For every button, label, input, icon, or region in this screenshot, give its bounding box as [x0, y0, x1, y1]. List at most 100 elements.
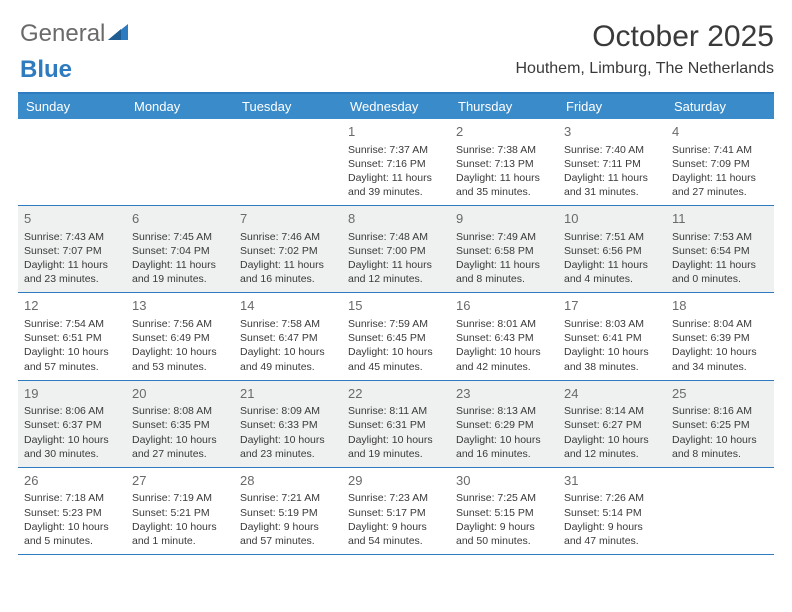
- day-number: 25: [672, 385, 770, 403]
- day-number: 23: [456, 385, 554, 403]
- week-row: 5Sunrise: 7:43 AMSunset: 7:07 PMDaylight…: [18, 206, 774, 293]
- sunrise-text: Sunrise: 7:25 AM: [456, 491, 554, 505]
- month-title: October 2025: [515, 20, 774, 54]
- daylight-text: Daylight: 9 hours and 50 minutes.: [456, 520, 554, 548]
- day-number: 27: [132, 472, 230, 490]
- week-row: 19Sunrise: 8:06 AMSunset: 6:37 PMDayligh…: [18, 381, 774, 468]
- day-number: 4: [672, 123, 770, 141]
- daylight-text: Daylight: 10 hours and 23 minutes.: [240, 433, 338, 461]
- daylight-text: Daylight: 9 hours and 47 minutes.: [564, 520, 662, 548]
- day-number: 28: [240, 472, 338, 490]
- day-number: 3: [564, 123, 662, 141]
- day-cell: 30Sunrise: 7:25 AMSunset: 5:15 PMDayligh…: [450, 468, 558, 554]
- day-cell: 23Sunrise: 8:13 AMSunset: 6:29 PMDayligh…: [450, 381, 558, 467]
- day-cell: 12Sunrise: 7:54 AMSunset: 6:51 PMDayligh…: [18, 293, 126, 379]
- sunrise-text: Sunrise: 7:38 AM: [456, 143, 554, 157]
- sunrise-text: Sunrise: 7:26 AM: [564, 491, 662, 505]
- sunset-text: Sunset: 6:27 PM: [564, 418, 662, 432]
- daylight-text: Daylight: 10 hours and 34 minutes.: [672, 345, 770, 373]
- day-number: 31: [564, 472, 662, 490]
- day-number: 1: [348, 123, 446, 141]
- sunset-text: Sunset: 6:41 PM: [564, 331, 662, 345]
- day-cell: 26Sunrise: 7:18 AMSunset: 5:23 PMDayligh…: [18, 468, 126, 554]
- sunset-text: Sunset: 7:11 PM: [564, 157, 662, 171]
- sunset-text: Sunset: 6:56 PM: [564, 244, 662, 258]
- day-number: 5: [24, 210, 122, 228]
- day-cell: [234, 119, 342, 205]
- day-number: 29: [348, 472, 446, 490]
- weeks-container: 1Sunrise: 7:37 AMSunset: 7:16 PMDaylight…: [18, 119, 774, 555]
- day-number: 17: [564, 297, 662, 315]
- day-number: 24: [564, 385, 662, 403]
- day-cell: 16Sunrise: 8:01 AMSunset: 6:43 PMDayligh…: [450, 293, 558, 379]
- day-number: 12: [24, 297, 122, 315]
- sunrise-text: Sunrise: 8:06 AM: [24, 404, 122, 418]
- daylight-text: Daylight: 10 hours and 42 minutes.: [456, 345, 554, 373]
- day-number: 22: [348, 385, 446, 403]
- day-header-thu: Thursday: [450, 94, 558, 119]
- day-header-sun: Sunday: [18, 94, 126, 119]
- daylight-text: Daylight: 10 hours and 53 minutes.: [132, 345, 230, 373]
- day-cell: 22Sunrise: 8:11 AMSunset: 6:31 PMDayligh…: [342, 381, 450, 467]
- day-cell: 3Sunrise: 7:40 AMSunset: 7:11 PMDaylight…: [558, 119, 666, 205]
- sunset-text: Sunset: 5:15 PM: [456, 506, 554, 520]
- brand-text-general: General: [20, 20, 105, 48]
- day-cell: 5Sunrise: 7:43 AMSunset: 7:07 PMDaylight…: [18, 206, 126, 292]
- sunrise-text: Sunrise: 7:51 AM: [564, 230, 662, 244]
- day-number: 10: [564, 210, 662, 228]
- day-number: 14: [240, 297, 338, 315]
- sunrise-text: Sunrise: 7:21 AM: [240, 491, 338, 505]
- day-cell: 24Sunrise: 8:14 AMSunset: 6:27 PMDayligh…: [558, 381, 666, 467]
- week-row: 26Sunrise: 7:18 AMSunset: 5:23 PMDayligh…: [18, 468, 774, 555]
- daylight-text: Daylight: 11 hours and 27 minutes.: [672, 171, 770, 199]
- day-cell: 20Sunrise: 8:08 AMSunset: 6:35 PMDayligh…: [126, 381, 234, 467]
- day-number: 6: [132, 210, 230, 228]
- day-header-wed: Wednesday: [342, 94, 450, 119]
- daylight-text: Daylight: 10 hours and 27 minutes.: [132, 433, 230, 461]
- sunset-text: Sunset: 6:58 PM: [456, 244, 554, 258]
- day-number: 16: [456, 297, 554, 315]
- day-cell: 11Sunrise: 7:53 AMSunset: 6:54 PMDayligh…: [666, 206, 774, 292]
- sunset-text: Sunset: 7:16 PM: [348, 157, 446, 171]
- day-cell: 1Sunrise: 7:37 AMSunset: 7:16 PMDaylight…: [342, 119, 450, 205]
- sunset-text: Sunset: 5:19 PM: [240, 506, 338, 520]
- day-cell: 21Sunrise: 8:09 AMSunset: 6:33 PMDayligh…: [234, 381, 342, 467]
- daylight-text: Daylight: 10 hours and 8 minutes.: [672, 433, 770, 461]
- daylight-text: Daylight: 11 hours and 23 minutes.: [24, 258, 122, 286]
- day-cell: 31Sunrise: 7:26 AMSunset: 5:14 PMDayligh…: [558, 468, 666, 554]
- sunset-text: Sunset: 6:31 PM: [348, 418, 446, 432]
- day-cell: 6Sunrise: 7:45 AMSunset: 7:04 PMDaylight…: [126, 206, 234, 292]
- sunrise-text: Sunrise: 7:19 AM: [132, 491, 230, 505]
- sunset-text: Sunset: 6:49 PM: [132, 331, 230, 345]
- day-cell: 29Sunrise: 7:23 AMSunset: 5:17 PMDayligh…: [342, 468, 450, 554]
- sunrise-text: Sunrise: 7:41 AM: [672, 143, 770, 157]
- sunrise-text: Sunrise: 7:53 AM: [672, 230, 770, 244]
- day-cell: [18, 119, 126, 205]
- day-number: 15: [348, 297, 446, 315]
- brand-logo: General: [18, 20, 131, 48]
- day-number: 11: [672, 210, 770, 228]
- day-cell: 15Sunrise: 7:59 AMSunset: 6:45 PMDayligh…: [342, 293, 450, 379]
- day-cell: 4Sunrise: 7:41 AMSunset: 7:09 PMDaylight…: [666, 119, 774, 205]
- daylight-text: Daylight: 10 hours and 57 minutes.: [24, 345, 122, 373]
- sunrise-text: Sunrise: 8:08 AM: [132, 404, 230, 418]
- day-cell: 9Sunrise: 7:49 AMSunset: 6:58 PMDaylight…: [450, 206, 558, 292]
- daylight-text: Daylight: 11 hours and 12 minutes.: [348, 258, 446, 286]
- sunrise-text: Sunrise: 8:04 AM: [672, 317, 770, 331]
- day-number: 13: [132, 297, 230, 315]
- calendar: Sunday Monday Tuesday Wednesday Thursday…: [18, 92, 774, 555]
- sunset-text: Sunset: 6:45 PM: [348, 331, 446, 345]
- day-cell: 8Sunrise: 7:48 AMSunset: 7:00 PMDaylight…: [342, 206, 450, 292]
- sunrise-text: Sunrise: 8:16 AM: [672, 404, 770, 418]
- sunrise-text: Sunrise: 7:48 AM: [348, 230, 446, 244]
- sunrise-text: Sunrise: 8:01 AM: [456, 317, 554, 331]
- sunset-text: Sunset: 6:29 PM: [456, 418, 554, 432]
- sunset-text: Sunset: 6:37 PM: [24, 418, 122, 432]
- daylight-text: Daylight: 10 hours and 12 minutes.: [564, 433, 662, 461]
- daylight-text: Daylight: 11 hours and 0 minutes.: [672, 258, 770, 286]
- daylight-text: Daylight: 10 hours and 49 minutes.: [240, 345, 338, 373]
- day-cell: 18Sunrise: 8:04 AMSunset: 6:39 PMDayligh…: [666, 293, 774, 379]
- sunset-text: Sunset: 5:23 PM: [24, 506, 122, 520]
- daylight-text: Daylight: 10 hours and 16 minutes.: [456, 433, 554, 461]
- daylight-text: Daylight: 11 hours and 19 minutes.: [132, 258, 230, 286]
